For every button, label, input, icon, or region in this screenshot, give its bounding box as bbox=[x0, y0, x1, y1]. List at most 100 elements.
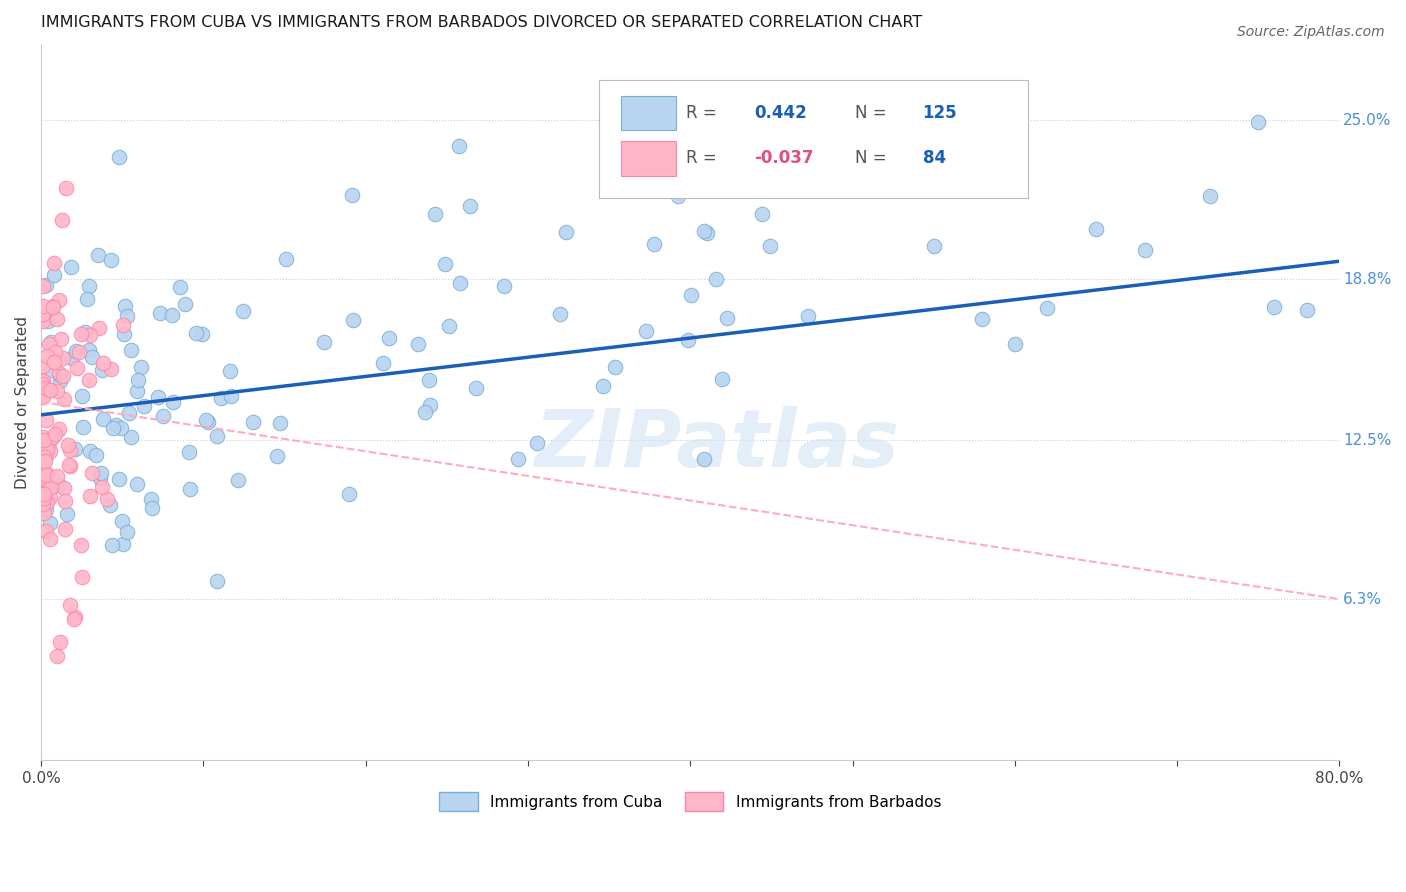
Y-axis label: Divorced or Separated: Divorced or Separated bbox=[15, 316, 30, 489]
Point bbox=[419, 398, 441, 412]
Point bbox=[266, 449, 288, 463]
Text: Source: ZipAtlas.com: Source: ZipAtlas.com bbox=[1237, 25, 1385, 39]
Point bbox=[1004, 337, 1026, 351]
Legend: Immigrants from Cuba, Immigrants from Barbados: Immigrants from Cuba, Immigrants from Ba… bbox=[433, 787, 948, 817]
Point bbox=[371, 356, 394, 370]
Point bbox=[108, 472, 131, 486]
Point bbox=[48, 422, 70, 436]
Point bbox=[439, 319, 461, 334]
Text: 12.5%: 12.5% bbox=[1343, 433, 1392, 448]
Point bbox=[60, 351, 83, 365]
Point bbox=[63, 442, 86, 457]
Point bbox=[41, 335, 63, 350]
Point bbox=[103, 420, 125, 434]
Point bbox=[141, 500, 163, 515]
Point bbox=[48, 374, 70, 388]
Text: N =: N = bbox=[855, 104, 891, 122]
Point bbox=[65, 344, 87, 359]
Point bbox=[149, 306, 172, 320]
Point bbox=[66, 360, 89, 375]
Point bbox=[44, 345, 66, 359]
Point bbox=[31, 359, 53, 373]
Point bbox=[634, 324, 657, 338]
Text: ZIPatlas: ZIPatlas bbox=[534, 406, 898, 484]
Point bbox=[90, 480, 112, 494]
Point bbox=[49, 332, 72, 346]
Point bbox=[31, 314, 53, 328]
Point bbox=[42, 256, 65, 270]
Point bbox=[76, 292, 98, 306]
Point bbox=[72, 420, 94, 434]
Point bbox=[108, 150, 131, 164]
Point bbox=[80, 466, 103, 480]
Point bbox=[197, 415, 219, 429]
Point bbox=[31, 391, 53, 405]
Point bbox=[42, 430, 65, 444]
Point bbox=[90, 466, 112, 480]
Point bbox=[146, 390, 169, 404]
Point bbox=[38, 480, 60, 494]
Point bbox=[205, 574, 228, 589]
Point bbox=[77, 343, 100, 357]
Point bbox=[96, 491, 118, 506]
Point bbox=[173, 297, 195, 311]
Point bbox=[37, 495, 59, 509]
Point bbox=[35, 502, 58, 516]
Point bbox=[134, 399, 156, 413]
Point bbox=[31, 430, 53, 444]
Point bbox=[35, 349, 58, 363]
Point bbox=[86, 247, 108, 261]
Point bbox=[32, 497, 55, 511]
Point bbox=[169, 279, 191, 293]
Point bbox=[52, 351, 75, 365]
Point bbox=[35, 524, 58, 539]
Point bbox=[58, 458, 80, 472]
Point bbox=[39, 363, 62, 377]
Point bbox=[89, 471, 111, 485]
Point bbox=[693, 224, 716, 238]
Point bbox=[37, 313, 59, 327]
Point bbox=[35, 467, 58, 482]
Point bbox=[34, 453, 56, 467]
Point bbox=[70, 537, 93, 551]
Point bbox=[506, 452, 529, 467]
Point bbox=[53, 481, 76, 495]
Point bbox=[31, 307, 53, 321]
Point bbox=[62, 612, 84, 626]
Point bbox=[45, 648, 67, 663]
Point bbox=[67, 345, 90, 359]
Point bbox=[111, 318, 134, 332]
Text: 6.3%: 6.3% bbox=[1343, 591, 1382, 607]
Point bbox=[44, 355, 66, 369]
Point bbox=[406, 337, 429, 351]
Point bbox=[32, 279, 55, 293]
Point bbox=[693, 452, 716, 467]
Point bbox=[46, 311, 69, 326]
Point bbox=[48, 293, 70, 307]
Point bbox=[1084, 222, 1107, 236]
Point bbox=[120, 343, 142, 358]
Point bbox=[48, 478, 70, 492]
Point bbox=[39, 490, 62, 504]
Point bbox=[342, 313, 364, 327]
Point bbox=[152, 409, 174, 424]
Point bbox=[555, 225, 578, 239]
Point bbox=[492, 278, 515, 293]
Point bbox=[80, 350, 103, 364]
Point bbox=[35, 278, 58, 293]
Point bbox=[110, 421, 132, 435]
Point bbox=[342, 188, 364, 202]
Point bbox=[59, 598, 82, 612]
Point bbox=[465, 381, 488, 395]
Point bbox=[337, 487, 360, 501]
Point bbox=[37, 481, 59, 495]
Point bbox=[98, 498, 121, 512]
Point bbox=[70, 327, 93, 342]
Text: -0.037: -0.037 bbox=[754, 149, 813, 168]
Point bbox=[70, 570, 93, 584]
Point bbox=[679, 288, 702, 302]
Point bbox=[458, 199, 481, 213]
Text: N =: N = bbox=[855, 149, 891, 168]
Point bbox=[666, 189, 689, 203]
Point bbox=[1198, 189, 1220, 203]
